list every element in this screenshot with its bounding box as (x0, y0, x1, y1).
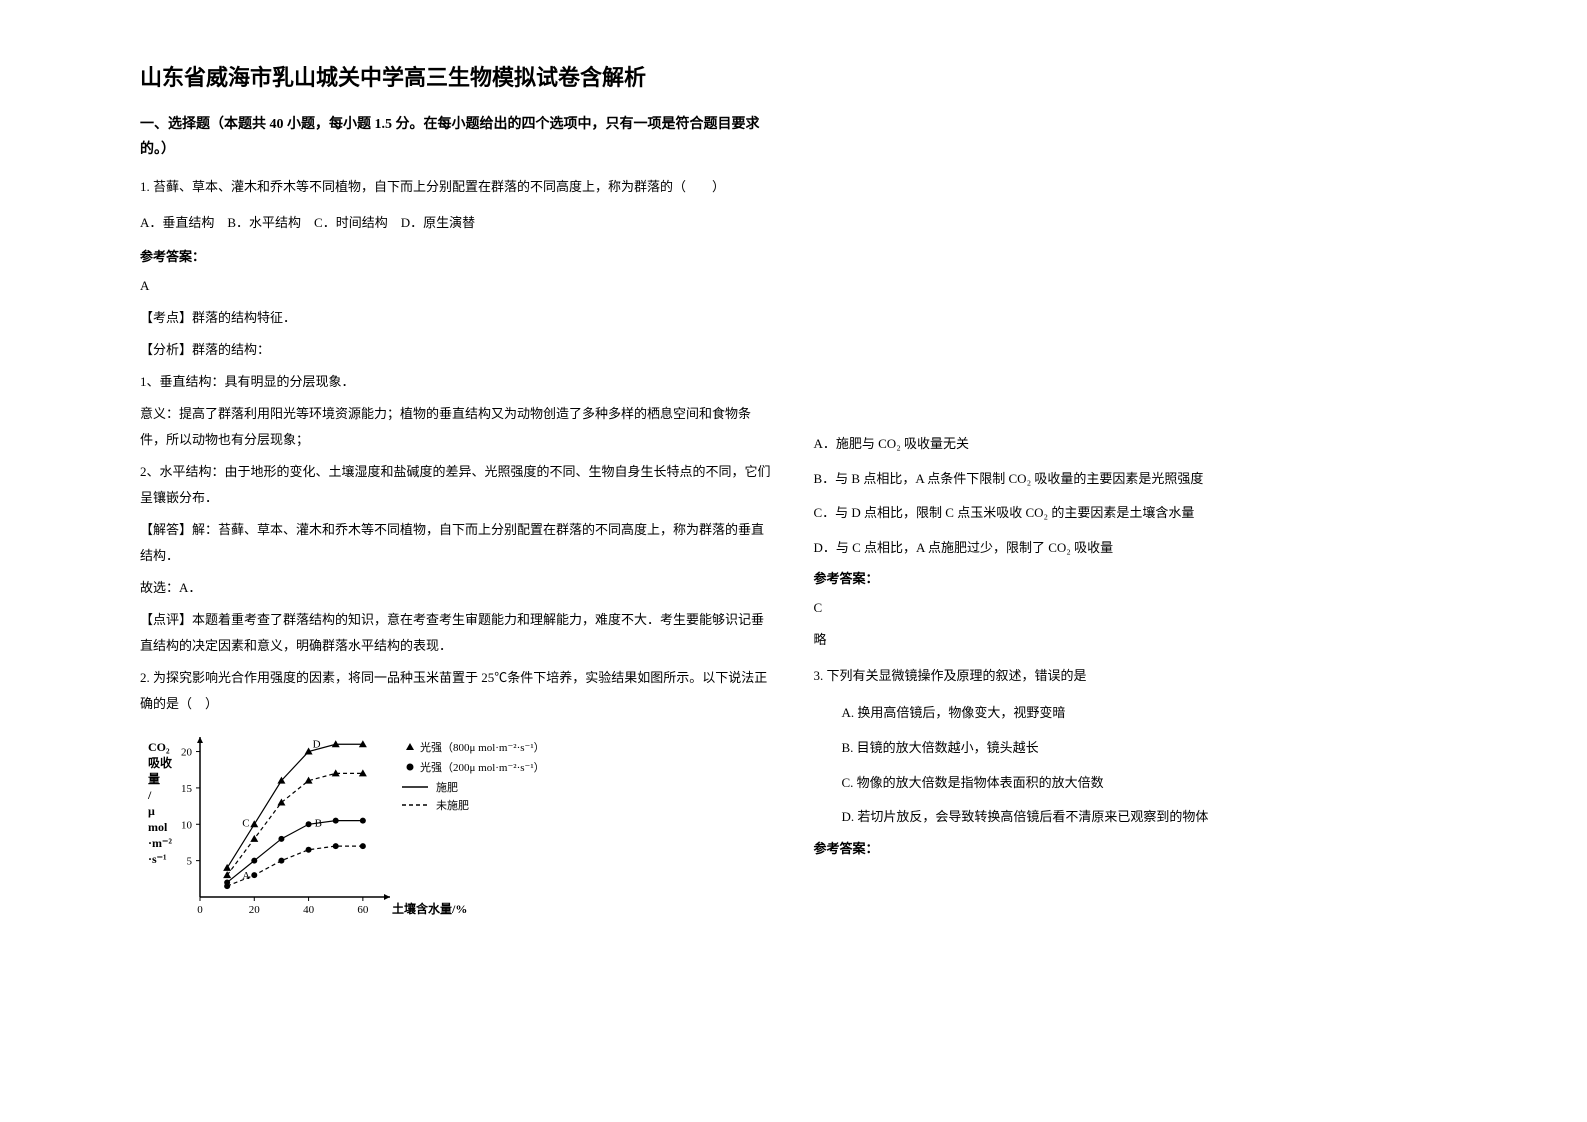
q3-optC: C. 物像的放大倍数是指物体表面积的放大倍数 (814, 769, 1448, 798)
section-header: 一、选择题（本题共 40 小题，每小题 1.5 分。在每小题给出的四个选项中，只… (140, 112, 774, 162)
q1-line1: 1、垂直结构：具有明显的分层现象． (140, 369, 774, 395)
svg-text:D: D (313, 739, 321, 751)
svg-text:光强（800μ mol·m⁻²·s⁻¹）: 光强（800μ mol·m⁻²·s⁻¹） (420, 740, 545, 754)
q3-optB: B. 目镜的放大倍数越小，镜头越长 (814, 734, 1448, 763)
svg-text:60: 60 (357, 904, 369, 916)
q2-answer-letter: C (814, 595, 1448, 621)
svg-text:C: C (242, 818, 249, 830)
svg-text:土壤含水量/%: 土壤含水量/% (392, 901, 467, 916)
q3-stem: 3. 下列有关显微镜操作及原理的叙述，错误的是 (814, 663, 1448, 689)
svg-text:20: 20 (181, 747, 193, 759)
q1-fenxi: 【分析】群落的结构： (140, 337, 774, 363)
svg-text:B: B (315, 818, 322, 830)
q3-optA: A. 换用高倍镜后，物像变大，视野变暗 (814, 699, 1448, 728)
svg-text:吸收: 吸收 (148, 755, 172, 770)
q1-answer-letter: A (140, 273, 774, 299)
svg-text:/: / (147, 788, 152, 802)
q2-lue: 略 (814, 627, 1448, 653)
svg-text:·m⁻²: ·m⁻² (148, 836, 172, 850)
svg-text:A: A (242, 871, 250, 883)
svg-text:·s⁻¹: ·s⁻¹ (148, 852, 167, 866)
svg-text:20: 20 (249, 904, 261, 916)
svg-text:CO₂: CO₂ (148, 740, 170, 754)
q1-answer-label: 参考答案： (140, 246, 774, 265)
svg-text:5: 5 (187, 856, 193, 868)
chart-svg: 5 10 15 20 0 20 40 60 CO₂吸收量 / μ mol ·m⁻² ·s⁻¹ 土壤含水量/%… (140, 727, 590, 927)
svg-text:μ: μ (148, 804, 155, 818)
q3-optD: D. 若切片放反，会导致转换高倍镜后看不清原来已观察到的物体 (814, 803, 1448, 832)
svg-text:施肥: 施肥 (436, 781, 458, 794)
q1-options: A．垂直结构 B．水平结构 C．时间结构 D．原生演替 (140, 210, 774, 236)
q1-line2: 意义：提高了群落利用阳光等环境资源能力；植物的垂直结构又为动物创造了多种多样的栖… (140, 401, 774, 453)
q1-dianping: 【点评】本题着重考查了群落结构的知识，意在考查考生审题能力和理解能力，难度不大．… (140, 607, 774, 659)
q1-guxuan: 故选：A． (140, 575, 774, 601)
svg-text:量: 量 (148, 772, 160, 786)
svg-text:未施肥: 未施肥 (436, 799, 469, 812)
q3-answer-label: 参考答案： (814, 838, 1448, 857)
svg-text:光强（200μ mol·m⁻²·s⁻¹）: 光强（200μ mol·m⁻²·s⁻¹） (420, 760, 545, 774)
q2-optD: D．与 C 点相比，A 点施肥过少，限制了 CO₂ 吸收量 (814, 534, 1448, 563)
svg-text:0: 0 (197, 904, 203, 916)
q1-line3: 2、水平结构：由于地形的变化、土壤湿度和盐碱度的差异、光照强度的不同、生物自身生… (140, 459, 774, 511)
q2-optB: B．与 B 点相比，A 点条件下限制 CO₂ 吸收量的主要因素是光照强度 (814, 465, 1448, 494)
svg-text:mol: mol (148, 820, 168, 834)
q2-optC: C．与 D 点相比，限制 C 点玉米吸收 CO₂ 的主要因素是土壤含水量 (814, 499, 1448, 528)
page-title: 山东省威海市乳山城关中学高三生物模拟试卷含解析 (140, 60, 774, 92)
svg-text:40: 40 (303, 904, 315, 916)
svg-text:15: 15 (181, 783, 193, 795)
chart: 5 10 15 20 0 20 40 60 CO₂吸收量 / μ mol ·m⁻² ·s⁻¹ 土壤含水量/%… (140, 727, 590, 932)
q1-stem: 1. 苔藓、草本、灌木和乔木等不同植物，自下而上分别配置在群落的不同高度上，称为… (140, 174, 774, 200)
q2-stem: 2. 为探究影响光合作用强度的因素，将同一品种玉米苗置于 25℃条件下培养，实验… (140, 665, 774, 717)
q1-kaodian: 【考点】群落的结构特征． (140, 305, 774, 331)
q2-optA: A．施肥与 CO₂ 吸收量无关 (814, 430, 1448, 459)
q1-jieda: 【解答】解：苔藓、草本、灌木和乔木等不同植物，自下而上分别配置在群落的不同高度上… (140, 517, 774, 569)
svg-text:10: 10 (181, 820, 193, 832)
q2-answer-label: 参考答案： (814, 568, 1448, 587)
